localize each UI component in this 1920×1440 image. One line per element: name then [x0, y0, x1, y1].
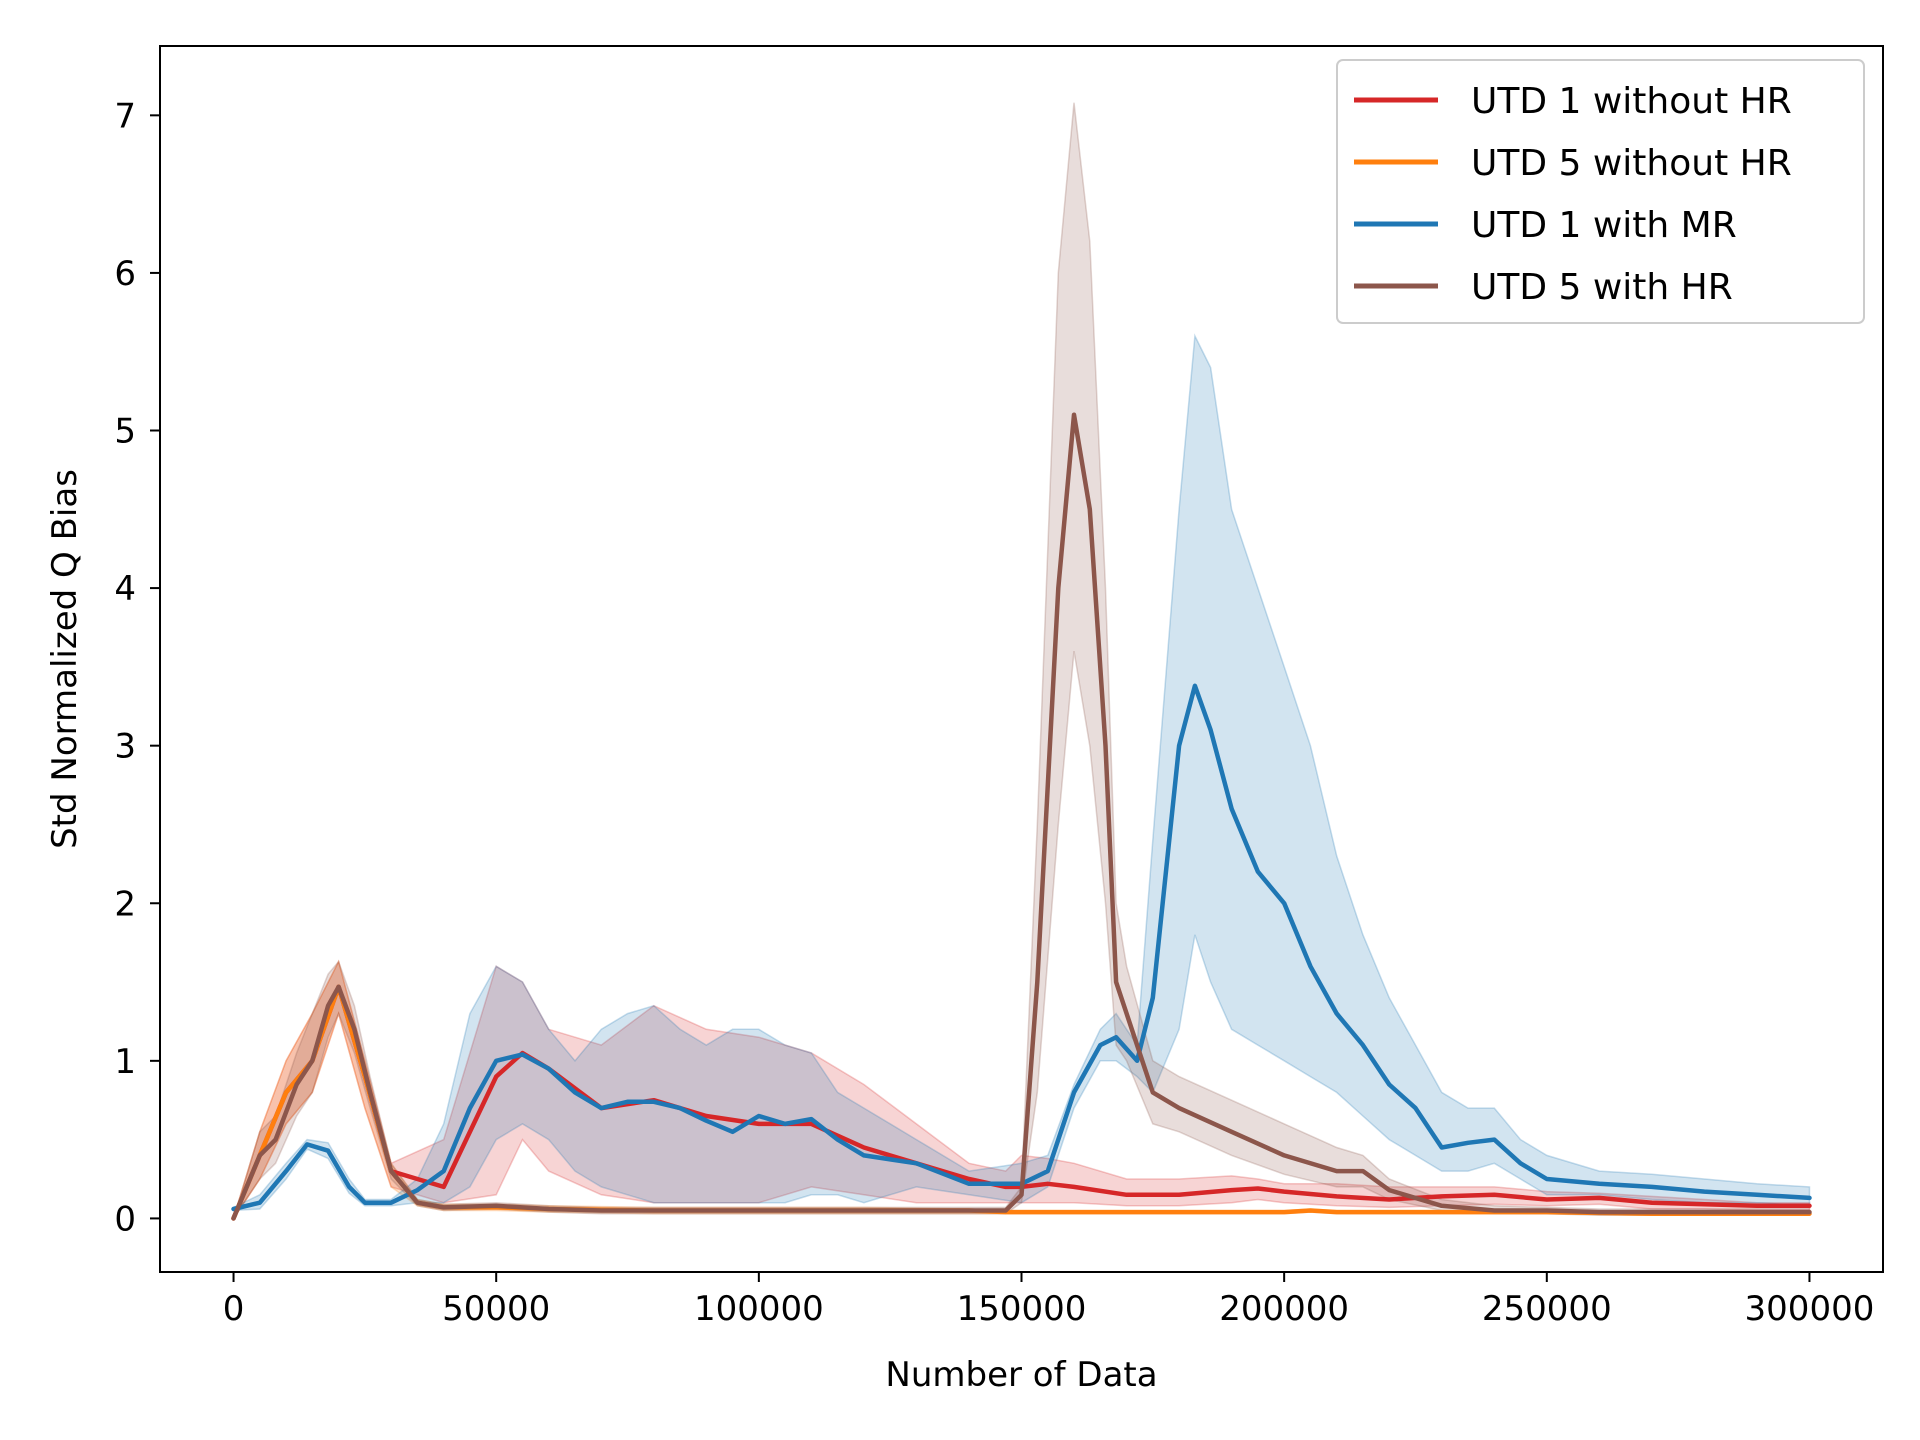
legend-label: UTD 1 with MR	[1471, 205, 1737, 246]
x-tick-label: 200000	[1219, 1289, 1349, 1329]
legend: UTD 1 without HR UTD 5 without HR UTD 1 wi…	[1336, 59, 1865, 324]
legend-box	[1336, 59, 1865, 324]
x-axis-ticks: 0 50000 100000 150000 200000 250000 300000	[223, 1272, 1875, 1329]
x-axis-label: Number of Data	[885, 1355, 1157, 1395]
x-tick-label: 300000	[1745, 1289, 1875, 1329]
y-tick-label: 5	[114, 412, 136, 452]
x-tick-label: 0	[223, 1289, 245, 1329]
y-axis-label: Std Normalized Q Bias	[45, 469, 85, 849]
y-tick-label: 6	[114, 254, 136, 294]
y-axis-ticks: 0 1 2 3 4 5 6 7	[114, 96, 160, 1239]
y-tick-label: 2	[114, 884, 136, 924]
y-tick-label: 3	[114, 727, 136, 767]
band-utd-1-with-mr	[232, 333, 1811, 1212]
legend-label: UTD 5 without HR	[1471, 143, 1792, 184]
series-lines	[231, 412, 1812, 1221]
series-line-utd-1-with-mr	[231, 683, 1812, 1212]
y-tick-label: 4	[114, 569, 136, 609]
x-tick-label: 100000	[694, 1289, 824, 1329]
x-tick-label: 250000	[1482, 1289, 1612, 1329]
y-tick-label: 1	[114, 1042, 136, 1082]
series-line-utd-5-with-hr	[231, 412, 1812, 1221]
y-tick-label: 0	[114, 1199, 136, 1239]
y-tick-label: 7	[114, 96, 136, 136]
legend-label: UTD 1 without HR	[1471, 81, 1792, 122]
legend-label: UTD 5 with HR	[1471, 267, 1733, 308]
x-tick-label: 50000	[442, 1289, 550, 1329]
x-tick-label: 150000	[957, 1289, 1087, 1329]
